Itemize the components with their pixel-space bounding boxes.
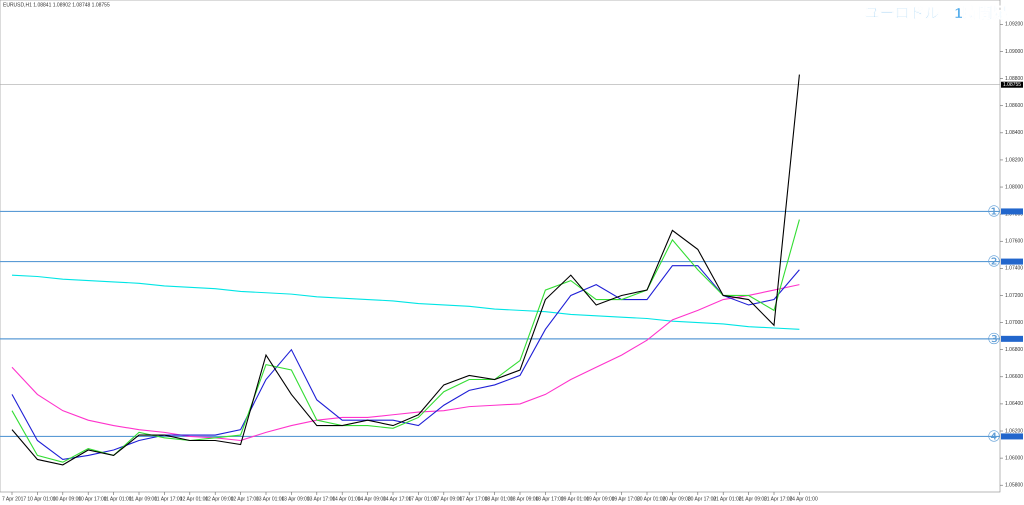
x-tick-label: 17 Apr 01:00	[408, 496, 437, 502]
level-price-box	[1001, 258, 1023, 265]
y-tick-label: 1.05800	[1005, 483, 1023, 489]
y-tick-label: 1.06000	[1005, 455, 1023, 461]
x-tick-label: 20 Apr 17:00	[688, 496, 717, 502]
y-tick-label: 1.08800	[1005, 76, 1023, 82]
x-tick-label: 19 Apr 17:00	[612, 496, 641, 502]
x-tick-label: 17 Apr 17:00	[459, 496, 488, 502]
y-tick-label: 1.08600	[1005, 103, 1023, 109]
x-tick-label: 7 Apr 2017	[2, 496, 26, 502]
x-tick-label: 24 Apr 01:00	[789, 496, 818, 502]
symbol-header: EURUSD,H1 1.08841 1.08902 1.08748 1.0875…	[3, 2, 110, 8]
x-tick-label: 14 Apr 17:00	[383, 496, 412, 502]
level-label: ③	[987, 331, 1000, 348]
x-tick-label: 14 Apr 09:00	[358, 496, 387, 502]
x-tick-label: 10 Apr 01:00	[27, 496, 56, 502]
x-tick-label: 17 Apr 09:00	[434, 496, 463, 502]
x-tick-label: 12 Apr 09:00	[205, 496, 234, 502]
y-tick-label: 1.07400	[1005, 266, 1023, 272]
x-tick-label: 10 Apr 17:00	[78, 496, 107, 502]
y-tick-label: 1.08200	[1005, 157, 1023, 163]
x-tick-label: 18 Apr 09:00	[510, 496, 539, 502]
y-tick-label: 1.06200	[1005, 428, 1023, 434]
y-tick-label: 1.07600	[1005, 239, 1023, 245]
current-price-label: 1.08755	[1003, 82, 1021, 88]
plot-area	[0, 0, 1001, 493]
y-tick-label: 1.06800	[1005, 347, 1023, 353]
x-tick-label: 20 Apr 09:00	[662, 496, 691, 502]
price-line	[11, 74, 800, 466]
x-tick-label: 21 Apr 01:00	[713, 496, 742, 502]
y-tick-label: 1.06400	[1005, 401, 1023, 407]
price-line	[11, 219, 800, 463]
x-tick-label: 18 Apr 01:00	[485, 496, 514, 502]
x-tick-label: 11 Apr 01:00	[104, 496, 132, 502]
level-price-box	[1001, 335, 1023, 342]
chart-title: ユーロドル 1時間足	[864, 4, 1008, 22]
x-tick-label: 19 Apr 09:00	[586, 496, 615, 502]
x-tick-label: 18 Apr 17:00	[535, 496, 564, 502]
x-tick-label: 12 Apr 17:00	[231, 496, 260, 502]
y-tick-label: 1.08400	[1005, 130, 1023, 136]
level-price-box	[1001, 433, 1023, 440]
level-price-box	[1001, 208, 1023, 215]
x-tick-label: 10 Apr 09:00	[53, 496, 82, 502]
x-tick-label: 11 Apr 09:00	[129, 496, 157, 502]
level-label: ④	[987, 428, 1000, 445]
y-tick-label: 1.07200	[1005, 293, 1023, 299]
y-tick-label: 1.07000	[1005, 320, 1023, 326]
level-label: ②	[987, 254, 1000, 271]
y-tick-label: 1.08000	[1005, 184, 1023, 190]
x-tick-label: 21 Apr 17:00	[764, 496, 793, 502]
x-tick-label: 13 Apr 09:00	[281, 496, 310, 502]
current-price-box	[1001, 81, 1023, 88]
y-tick-label: 1.09200	[1005, 22, 1023, 28]
x-tick-label: 20 Apr 01:00	[637, 496, 666, 502]
x-tick-label: 21 Apr 09:00	[739, 496, 768, 502]
x-tick-label: 19 Apr 01:00	[561, 496, 590, 502]
x-tick-label: 14 Apr 01:00	[332, 496, 361, 502]
price-line	[11, 284, 800, 442]
price-line	[11, 274, 800, 330]
x-tick-label: 13 Apr 17:00	[307, 496, 336, 502]
x-tick-label: 12 Apr 01:00	[180, 496, 209, 502]
y-tick-label: 1.07800	[1005, 211, 1023, 217]
y-tick-label: 1.06600	[1005, 374, 1023, 380]
x-tick-label: 13 Apr 01:00	[256, 496, 285, 502]
level-label: ①	[987, 203, 1000, 220]
y-tick-label: 1.09000	[1005, 49, 1023, 55]
x-tick-label: 11 Apr 17:00	[154, 496, 182, 502]
